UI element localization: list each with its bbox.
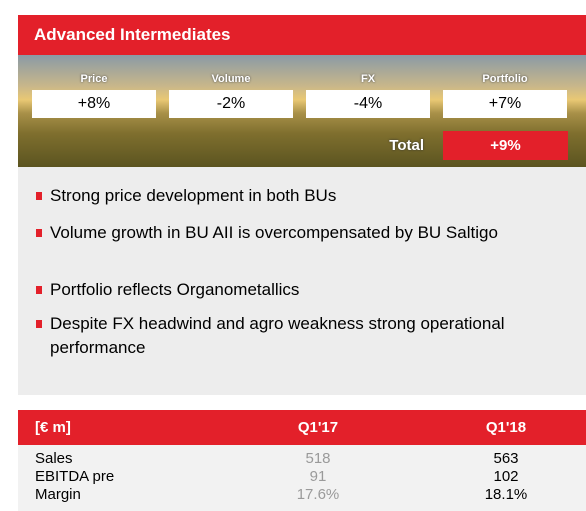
driver-label: Price <box>80 73 108 85</box>
table-header: [€ m] Q1'17 Q1'18 <box>18 410 586 445</box>
table-row: Sales 518 563 <box>18 450 586 468</box>
driver-value: +8% <box>32 90 156 118</box>
driver-label: Portfolio <box>482 73 528 85</box>
table-cell: 563 <box>493 450 519 467</box>
table-body: Sales 518 563 EBITDA pre 91 102 Margin 17.6% 18.… <box>18 445 586 511</box>
table-cell: 102 <box>493 468 519 485</box>
table-row: Margin 17.6% 18.1% <box>18 486 586 504</box>
driver-label: FX <box>360 73 376 85</box>
section-title: Advanced Intermediates <box>18 15 586 55</box>
table-cell: EBITDA pre <box>35 468 115 485</box>
table-cell: 518 <box>305 450 331 467</box>
bullet: Volume growth in BU AII is overcompensat… <box>36 221 570 245</box>
driver-value: +7% <box>443 90 567 118</box>
total-value: +9% <box>443 131 568 160</box>
table-row: EBITDA pre 91 102 <box>18 468 586 486</box>
table-cell: 18.1% <box>484 486 528 503</box>
table-cell: 91 <box>309 468 327 485</box>
driver-value: -2% <box>169 90 293 118</box>
table-cell: 17.6% <box>296 486 340 503</box>
total-label: Total <box>389 137 424 154</box>
bullet: Strong price development in both BUs <box>36 184 570 208</box>
table-cell: Margin <box>35 486 81 503</box>
header-cell: Q1'18 <box>485 419 527 436</box>
header-cell: [€ m] <box>35 419 71 436</box>
bullet: Portfolio reflects Organometallics <box>36 278 570 302</box>
bullet: Despite FX headwind and agro weakness st… <box>36 312 570 360</box>
bullet-panel: Strong price development in both BUs Volu… <box>18 167 586 395</box>
driver-label: Volume <box>211 73 251 85</box>
driver-value: -4% <box>306 90 430 118</box>
table-cell: Sales <box>35 450 73 467</box>
header-cell: Q1'17 <box>297 419 339 436</box>
